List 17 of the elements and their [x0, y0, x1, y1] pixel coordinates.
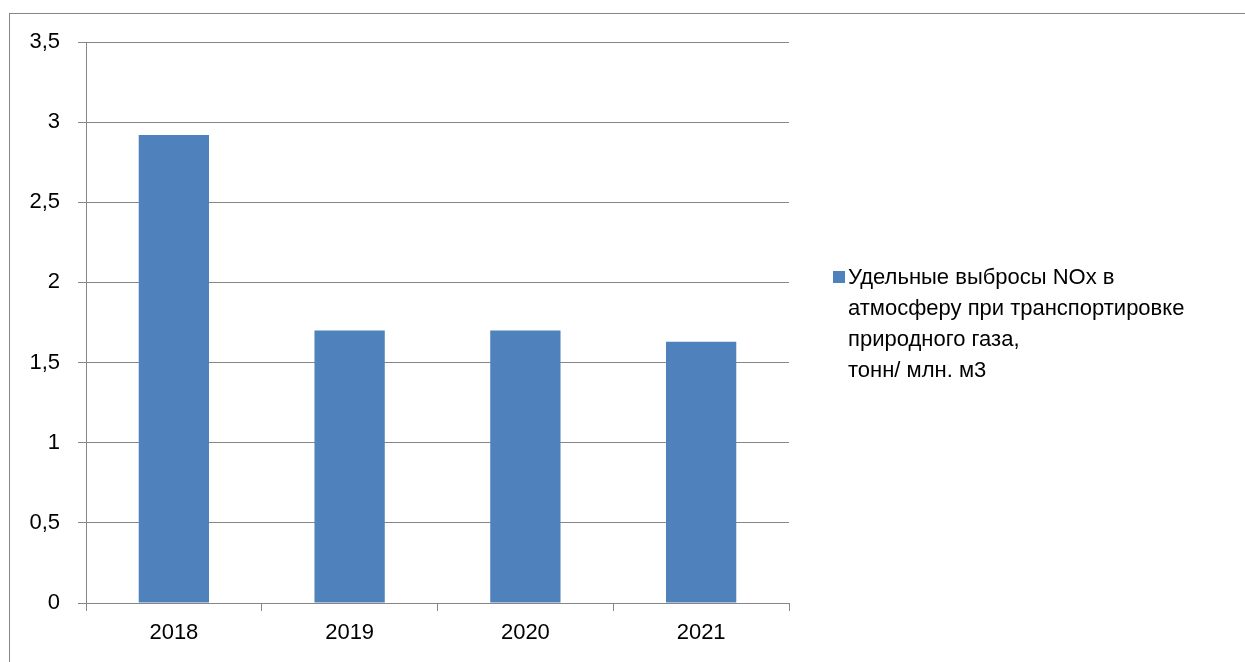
bar: [665, 341, 737, 603]
y-tick-label: 1,5: [29, 348, 60, 374]
bar: [490, 330, 561, 603]
y-tick-label: 2,5: [29, 188, 60, 214]
y-tick-label: 0: [47, 589, 60, 615]
y-tick-label: 0,5: [29, 508, 60, 534]
bar: [138, 134, 210, 603]
x-tick-label: 2021: [676, 619, 726, 645]
x-tick-label: 2020: [500, 619, 550, 645]
y-tick-label: 1: [47, 428, 60, 454]
bar: [314, 330, 385, 603]
y-tick-label: 2: [47, 268, 60, 294]
y-tick-label: 3: [47, 108, 60, 134]
x-tick-label: 2018: [149, 619, 199, 645]
y-tick-label: 3,5: [29, 28, 60, 54]
x-tick-label: 2019: [325, 619, 375, 645]
legend-label: Удельные выбросы NOx в атмосферу при транспортировке природного газа, тонн/ млн. м3: [848, 262, 1186, 384]
